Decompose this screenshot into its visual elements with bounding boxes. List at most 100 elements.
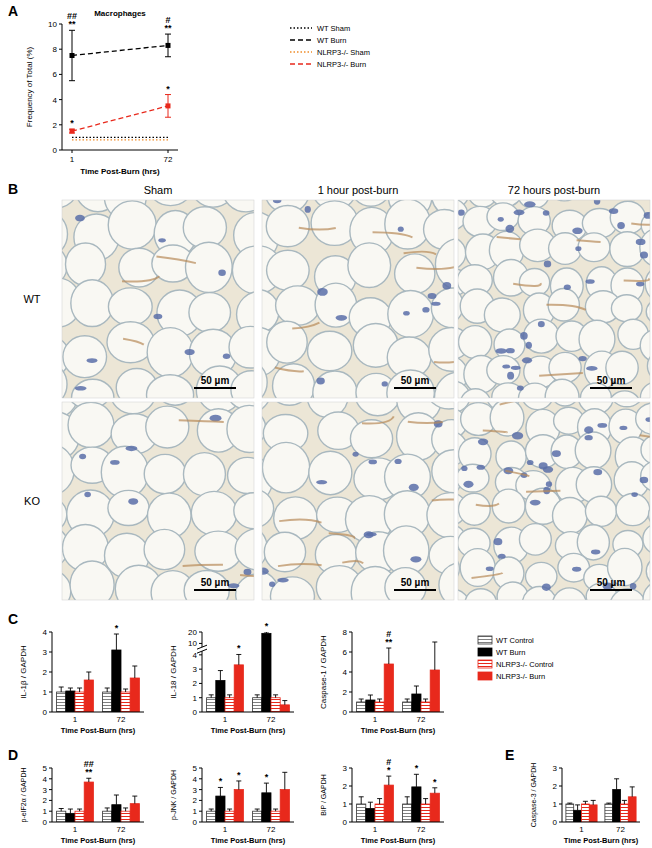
adipocyte xyxy=(524,319,559,353)
plot-area xyxy=(357,642,440,712)
y-tick xyxy=(199,811,202,812)
adipocyte xyxy=(228,457,254,493)
adipocyte xyxy=(609,391,640,398)
nucleus xyxy=(522,357,532,363)
bar xyxy=(375,702,384,712)
adipocyte xyxy=(522,586,556,600)
frame xyxy=(262,402,454,600)
stain xyxy=(505,471,529,476)
error-bar xyxy=(273,695,278,698)
nucleus xyxy=(524,201,535,207)
y-tick xyxy=(59,124,62,125)
y-tick-label: 2 xyxy=(43,796,48,805)
error-cap xyxy=(123,807,128,808)
nucleus xyxy=(382,381,388,386)
scale-bar xyxy=(394,589,436,591)
error-bar xyxy=(359,797,364,804)
nucleus xyxy=(502,365,510,369)
nucleus xyxy=(498,217,504,222)
x-tick-label: 1 xyxy=(223,825,228,834)
error-stem xyxy=(361,797,362,804)
y-tick-label: 8 xyxy=(343,628,348,637)
adipocyte xyxy=(439,563,454,600)
bar xyxy=(605,804,613,822)
nucleus xyxy=(477,465,485,470)
error-stem xyxy=(134,796,135,804)
error-cap xyxy=(236,780,241,781)
y-tick xyxy=(559,822,562,823)
stain xyxy=(329,533,355,538)
error-stem xyxy=(61,687,62,692)
adipocyte xyxy=(110,402,156,414)
bar-chart: 012341020IL-18 / GAPDH172Time Post-Burn … xyxy=(169,621,294,735)
stain xyxy=(539,373,583,376)
nucleus xyxy=(644,212,650,219)
adipocyte xyxy=(465,589,496,600)
bar xyxy=(57,811,66,822)
y-tick xyxy=(349,712,352,713)
y-tick-label: 0 xyxy=(43,708,48,717)
significance-mark: * xyxy=(433,777,437,787)
bar xyxy=(75,692,84,712)
y-axis xyxy=(62,24,63,150)
error-stem xyxy=(577,805,578,810)
significance-mark: * xyxy=(237,770,241,780)
error-stem xyxy=(425,799,426,804)
adipocyte xyxy=(640,229,650,267)
y-tick-label: 10 xyxy=(48,20,57,29)
error-bar xyxy=(209,695,214,698)
error-cap xyxy=(165,117,171,118)
significance-mark: * xyxy=(415,763,419,773)
y-tick-label: 2 xyxy=(43,668,48,677)
legend-label: NLRP3-/- Sham xyxy=(317,48,370,57)
nucleus xyxy=(403,311,410,316)
panel-label: A xyxy=(8,3,18,19)
nucleus xyxy=(317,288,328,296)
adipocyte xyxy=(640,329,650,362)
nucleus xyxy=(572,227,582,234)
bar xyxy=(112,805,121,822)
y-tick xyxy=(49,811,52,812)
plot-area xyxy=(207,632,290,712)
scale-bar-label: 50 µm xyxy=(401,375,430,386)
error-stem xyxy=(116,795,117,805)
nucleus xyxy=(544,261,551,268)
adipocyte xyxy=(640,382,650,398)
error-stem xyxy=(116,634,117,650)
y-tick xyxy=(199,778,202,779)
stain xyxy=(122,276,159,281)
nucleus xyxy=(364,531,374,538)
bar xyxy=(621,804,629,822)
adipocyte xyxy=(262,489,274,528)
adipocyte xyxy=(309,451,352,494)
adipocyte xyxy=(388,291,434,338)
y-tick xyxy=(199,768,202,769)
x-tick-label: 1 xyxy=(223,715,228,724)
nucleus xyxy=(79,454,86,459)
significance-mark: * xyxy=(219,776,223,786)
error-cap xyxy=(567,803,572,804)
error-stem xyxy=(220,671,221,681)
significance-mark: * xyxy=(166,84,170,94)
nucleus xyxy=(511,366,521,370)
error-stem xyxy=(220,787,221,796)
y-tick-label: 1 xyxy=(553,800,558,809)
error-bar xyxy=(377,799,382,804)
nucleus xyxy=(316,377,324,384)
error-bar xyxy=(59,809,64,812)
error-cap xyxy=(59,687,64,688)
error-stem xyxy=(284,701,285,705)
nucleus xyxy=(640,251,648,258)
error-cap xyxy=(282,772,287,773)
adipocyte xyxy=(494,329,525,360)
nucleus xyxy=(262,568,269,575)
series-line xyxy=(72,106,168,131)
significance-mark: * xyxy=(265,772,269,782)
x-tick-label: 72 xyxy=(616,825,625,834)
y-tick-label: 1 xyxy=(43,807,48,816)
bar xyxy=(262,633,271,712)
y-axis-label: p-JNK / GAPDH xyxy=(170,770,178,820)
nucleus xyxy=(593,469,602,475)
panel-label: B xyxy=(8,181,18,197)
error-stem xyxy=(388,776,389,785)
